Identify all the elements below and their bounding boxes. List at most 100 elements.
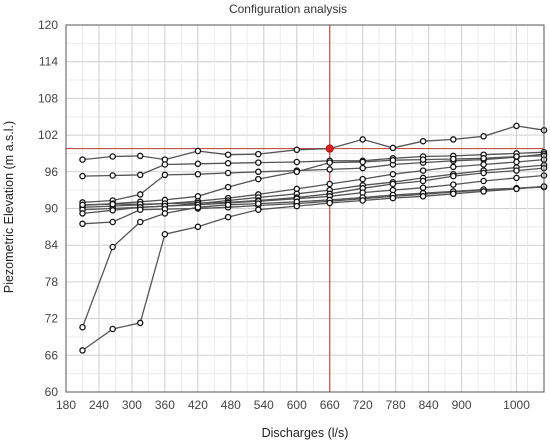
data-point: [255, 175, 262, 183]
plot-frame: [65, 24, 545, 393]
data-point: [359, 164, 366, 172]
data-point: [419, 184, 427, 191]
series-line-2: [82, 151, 545, 177]
data-point: [359, 158, 366, 166]
data-point: [480, 133, 487, 140]
data-point: [194, 170, 202, 178]
y-tick-label: 72: [45, 312, 59, 326]
y-tick-label: 108: [38, 91, 58, 105]
data-point: [480, 177, 487, 185]
data-point: [109, 153, 116, 160]
series-line-1: [82, 125, 545, 161]
data-point: [136, 171, 144, 179]
data-point: [389, 156, 397, 164]
data-point: [79, 220, 86, 228]
data-point: [480, 188, 487, 195]
data-point: [513, 153, 520, 160]
data-point: [419, 156, 427, 163]
data-point: [224, 183, 232, 191]
data-point: [389, 144, 397, 152]
data-point: [109, 207, 116, 214]
data-point: [293, 146, 301, 154]
series-line-3: [82, 153, 545, 204]
data-point: [136, 191, 144, 198]
data-point: [513, 174, 520, 182]
y-tick-label: 66: [45, 348, 59, 362]
data-point: [255, 159, 262, 166]
x-tick-label: 1000: [503, 398, 530, 412]
x-tick-label: 480: [221, 398, 241, 412]
series-line-11: [82, 185, 545, 351]
x-tick-label: 300: [122, 398, 142, 412]
data-point: [136, 206, 144, 213]
y-tick-label: 96: [45, 165, 59, 179]
y-axis-label: Piezometric Elevation (m a.s.l.): [2, 121, 16, 293]
data-point: [419, 177, 427, 185]
data-point: [450, 181, 457, 188]
y-tick-label: 84: [45, 238, 59, 252]
data-point: [161, 230, 169, 238]
data-point: [79, 323, 86, 331]
data-point: [389, 194, 397, 202]
data-point: [513, 185, 520, 193]
x-tick-label: 780: [386, 398, 406, 412]
data-point: [161, 161, 169, 168]
data-point: [419, 137, 427, 145]
highlight-layer: [325, 144, 334, 153]
data-point: [359, 136, 366, 143]
chart-title: Configuration analysis: [229, 2, 347, 16]
x-tick-labels: 180 240 300 360 420 480 540 600 660 720 780 840 900 1…: [56, 398, 530, 412]
data-point: [224, 201, 232, 209]
data-point: [255, 150, 262, 158]
data-point: [109, 200, 116, 208]
data-point: [255, 200, 262, 207]
data-point: [136, 319, 144, 327]
data-point: [513, 158, 520, 166]
series-line-10: [81, 186, 545, 328]
x-tick-label: 540: [254, 398, 274, 412]
x-tick-label: 240: [89, 398, 109, 412]
data-point: [326, 199, 333, 207]
x-tick-label: 600: [287, 398, 307, 412]
data-point: [224, 151, 232, 158]
x-tick-label: 420: [188, 398, 208, 412]
data-point: [224, 159, 232, 167]
data-point: [293, 158, 301, 166]
data-point: [419, 167, 427, 174]
data-point: [79, 210, 86, 217]
data-point: [79, 201, 86, 209]
data-point: [161, 171, 169, 179]
data-point: [255, 206, 262, 213]
data-point: [389, 170, 397, 178]
series-line-7: [82, 167, 545, 206]
data-point: [480, 169, 487, 177]
data-point: [450, 155, 457, 163]
data-point: [194, 223, 202, 231]
highlight-point: [325, 144, 334, 153]
x-tick-label: 360: [155, 398, 175, 412]
data-point: [326, 159, 333, 166]
points-layer: [79, 122, 548, 354]
data-point: [293, 168, 301, 176]
data-point: [161, 210, 169, 217]
y-tick-label: 60: [45, 385, 59, 399]
data-point: [224, 169, 232, 177]
data-point: [450, 136, 457, 143]
data-point: [79, 347, 86, 354]
series-line-8: [82, 174, 545, 215]
reference-lines: [66, 25, 544, 392]
data-point: [480, 161, 487, 168]
x-tick-label: 660: [320, 398, 340, 412]
data-point: [194, 204, 202, 211]
data-point: [136, 218, 144, 226]
x-tick-label: 900: [452, 398, 472, 412]
x-axis-label: Discharges (l/s): [262, 426, 349, 440]
data-point: [109, 325, 116, 333]
data-point: [359, 175, 366, 183]
series-layer: [81, 125, 545, 351]
y-tick-label: 102: [38, 128, 58, 142]
data-point: [79, 172, 86, 180]
data-point: [109, 243, 116, 251]
